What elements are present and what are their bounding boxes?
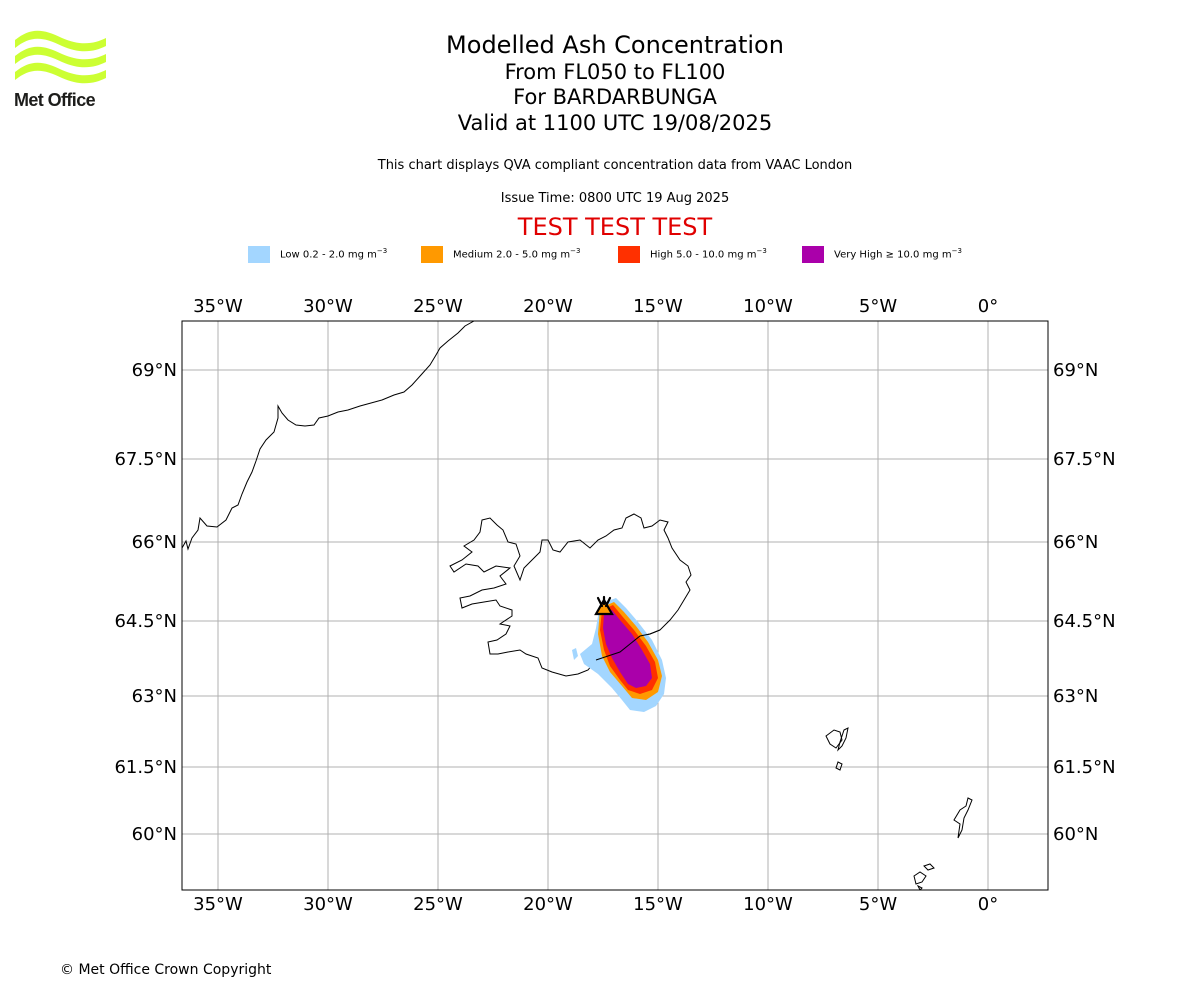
iceland-coast-overlay [595,629,661,661]
legend-label-very-high: Very High ≥ 10.0 mg m−3 [834,247,962,261]
lon-label-top-25w: 25°W [413,296,463,317]
legend: Low 0.2 - 2.0 mg m−3 Medium 2.0 - 5.0 mg… [0,244,1200,264]
lon-label-bottom-15w: 15°W [633,894,683,915]
lon-labels-top: 35°W 30°W 25°W 20°W 15°W 10°W 5°W 0° [193,296,998,317]
legend-swatch-high [618,245,640,263]
volcano-icon [594,595,614,616]
shetland-islands [953,797,973,839]
orkney-islands [913,863,935,890]
lat-label-right-67-5n: 67.5°N [1053,449,1116,470]
valid-time: Valid at 1100 UTC 19/08/2025 [457,111,773,135]
lat-label-right-63n: 63°N [1053,686,1098,707]
lon-label-top-10w: 10°W [743,296,793,317]
legend-swatch-medium [421,245,443,263]
lon-label-bottom-25w: 25°W [413,894,463,915]
lon-label-bottom-20w: 20°W [523,894,573,915]
lat-label-left-64-5n: 64.5°N [114,611,177,632]
volcano-name: For BARDARBUNGA [513,85,717,109]
lat-label-right-64-5n: 64.5°N [1053,611,1116,632]
ash-zone-low-islet [572,648,578,660]
greenland-coastline [182,321,475,551]
lat-label-right-69n: 69°N [1053,360,1098,381]
ash-plume [572,598,666,712]
lon-label-bottom-35w: 35°W [193,894,243,915]
lon-label-bottom-30w: 30°W [303,894,353,915]
lon-label-top-0: 0° [978,296,998,317]
map-frame [181,320,1049,891]
legend-swatch-very-high [802,245,824,263]
lon-labels-bottom: 35°W 30°W 25°W 20°W 15°W 10°W 5°W 0° [193,894,998,915]
met-office-logo: Met Office [14,30,110,114]
legend-item-high: High 5.0 - 10.0 mg m−3 [618,244,767,264]
chart-title: Modelled Ash Concentration [446,31,784,59]
lon-label-top-15w: 15°W [633,296,683,317]
test-banner: TEST TEST TEST [517,213,713,241]
lat-label-left-66n: 66°N [132,532,177,553]
lon-label-top-20w: 20°W [523,296,573,317]
lat-label-right-61-5n: 61.5°N [1053,757,1116,778]
legend-label-medium: Medium 2.0 - 5.0 mg m−3 [453,247,581,261]
lat-label-left-60n: 60°N [132,824,177,845]
flight-levels: From FL050 to FL100 [504,60,726,84]
lat-labels-left: 69°N 67.5°N 66°N 64.5°N 63°N 61.5°N 60°N [114,360,177,845]
met-office-wordmark: Met Office [14,90,96,110]
ash-zone-very-high [603,610,652,688]
legend-swatch-low [248,245,270,263]
compliance-note: This chart displays QVA compliant concen… [377,158,853,173]
met-office-waves-icon [15,30,106,84]
legend-item-very-high: Very High ≥ 10.0 mg m−3 [802,244,962,264]
legend-label-low: Low 0.2 - 2.0 mg m−3 [280,247,388,261]
lat-label-right-60n: 60°N [1053,824,1098,845]
lon-label-bottom-5w: 5°W [859,894,897,915]
lat-label-left-61-5n: 61.5°N [114,757,177,778]
legend-item-low: Low 0.2 - 2.0 mg m−3 [248,244,387,264]
lon-label-bottom-10w: 10°W [743,894,793,915]
chart-title-block: Modelled Ash Concentration From FL050 to… [300,30,930,137]
lon-label-top-30w: 30°W [303,296,353,317]
lat-labels-right: 69°N 67.5°N 66°N 64.5°N 63°N 61.5°N 60°N [1053,360,1116,845]
legend-label-high: High 5.0 - 10.0 mg m−3 [650,247,767,261]
copyright-notice: © Met Office Crown Copyright [60,962,272,978]
lat-label-right-66n: 66°N [1053,532,1098,553]
lon-label-top-35w: 35°W [193,296,243,317]
issue-time: Issue Time: 0800 UTC 19 Aug 2025 [500,191,730,206]
lon-label-bottom-0: 0° [978,894,998,915]
lon-label-top-5w: 5°W [859,296,897,317]
faroe-islands [825,727,849,771]
lat-label-left-63n: 63°N [132,686,177,707]
lat-label-left-67-5n: 67.5°N [114,449,177,470]
legend-item-medium: Medium 2.0 - 5.0 mg m−3 [421,244,580,264]
lat-label-left-69n: 69°N [132,360,177,381]
